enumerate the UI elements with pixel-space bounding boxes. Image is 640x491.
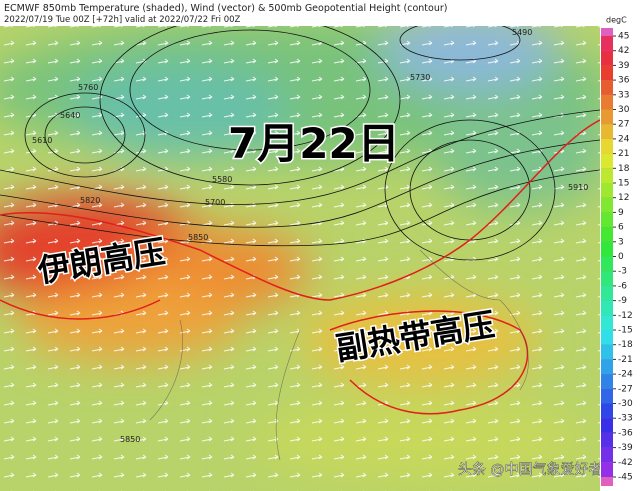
colorbar-tick-label: 24: [618, 134, 630, 144]
colorbar-tick-label: -15: [618, 326, 633, 336]
colorbar-segment: [601, 183, 613, 198]
colorbar-segment: [601, 344, 613, 360]
colorbar-segment: [601, 94, 613, 110]
colorbar-tick-label: -30: [618, 399, 633, 409]
colorbar-tick-label: 3: [618, 237, 624, 247]
date-annotation: 7月22日: [228, 119, 400, 168]
colorbar-segment: [601, 65, 613, 81]
colorbar-tick-label: 27: [618, 120, 629, 130]
colorbar-tick-label: -3: [618, 267, 627, 277]
colorbar-tick-label: 33: [618, 90, 629, 100]
colorbar-segment: [601, 212, 613, 228]
colorbar-tick-label: 18: [618, 164, 630, 174]
colorbar-tick-label: -12: [618, 311, 633, 321]
colorbar-segment: [601, 462, 613, 477]
colorbar-segment: [601, 241, 613, 257]
colorbar-segment: [601, 153, 613, 169]
colorbar-segment: [601, 109, 613, 125]
colorbar-segment: [601, 50, 613, 66]
colorbar-segment: [601, 36, 613, 51]
colorbar-segment: [601, 374, 613, 389]
colorbar: 4542393633302724211815129630-3-6-9-12-15…: [601, 28, 633, 486]
contour-label: 5730: [410, 73, 430, 82]
colorbar-tick-label: -6: [618, 281, 627, 291]
colorbar-segment: [601, 359, 613, 375]
colorbar-tick-label: 9: [618, 208, 624, 218]
watermark: 头条 @中国气象爱好者: [458, 461, 602, 478]
colorbar-tick-label: -21: [618, 355, 633, 365]
colorbar-tick-label: 45: [618, 32, 629, 42]
colorbar-unit: degC: [606, 16, 627, 25]
colorbar-segment: [601, 300, 613, 316]
colorbar-segment: [601, 138, 613, 154]
colorbar-segment: [601, 124, 613, 139]
colorbar-tick-label: 36: [618, 76, 630, 86]
colorbar-tick-label: 15: [618, 179, 629, 189]
colorbar-segment: [601, 168, 613, 183]
contour-5880: [0, 119, 600, 415]
map-area: 5760 5640 5610 5580 5700 5820 5850 5730 …: [0, 26, 602, 491]
contours: [0, 26, 600, 261]
colorbar-tick-label: -33: [618, 414, 633, 424]
colorbar-segment: [601, 403, 613, 419]
colorbar-segment: [601, 432, 613, 448]
colorbar-segment: [601, 315, 613, 330]
colorbar-segment: [601, 418, 613, 433]
map-subtitle: 2022/07/19 Tue 00Z [+72h] valid at 2022/…: [4, 15, 241, 25]
colorbar-segment: [601, 271, 613, 286]
contour-label: 5850: [188, 233, 208, 242]
colorbar-tick-label: 12: [618, 193, 629, 203]
colorbar-tick-label: 21: [618, 149, 629, 159]
contour-label: 5700: [205, 198, 225, 207]
colorbar-segment: [601, 330, 613, 345]
contour-label: 5490: [512, 28, 532, 37]
colorbar-segment: [601, 388, 613, 404]
colorbar-segment: [601, 197, 613, 213]
colorbar-segment: [601, 227, 613, 242]
map-title: ECMWF 850mb Temperature (shaded), Wind (…: [4, 3, 447, 14]
colorbar-tick-label: -18: [618, 340, 633, 350]
colorbar-tick-label: 42: [618, 46, 629, 56]
colorbar-tick-label: 39: [618, 61, 630, 71]
coastlines: [149, 249, 529, 461]
colorbar-segment: [601, 80, 613, 95]
colorbar-tick-label: -24: [618, 370, 633, 380]
colorbar-tick-label: -27: [618, 384, 633, 394]
contour-label: 5760: [78, 83, 98, 92]
contour-label: 5640: [60, 111, 80, 120]
colorbar-tick-label: 0: [618, 252, 624, 262]
colorbar-segment: [601, 285, 613, 301]
contour-label: 5910: [568, 183, 588, 192]
contour-label: 5610: [32, 136, 52, 145]
contour-label: 5850: [120, 435, 140, 444]
colorbar-tick-label: -45: [618, 473, 633, 483]
contour-label: 5820: [80, 196, 100, 205]
colorbar-segment: [601, 447, 613, 463]
colorbar-tick-label: -9: [618, 296, 627, 306]
colorbar-tick-label: -42: [618, 458, 633, 468]
colorbar-segment: [601, 256, 613, 272]
colorbar-tick-label: -36: [618, 428, 633, 438]
colorbar-tick-label: 30: [618, 105, 630, 115]
colorbar-tick-label: 6: [618, 223, 624, 233]
contour-label: 5580: [212, 175, 232, 184]
colorbar-tick-label: -39: [618, 443, 633, 453]
